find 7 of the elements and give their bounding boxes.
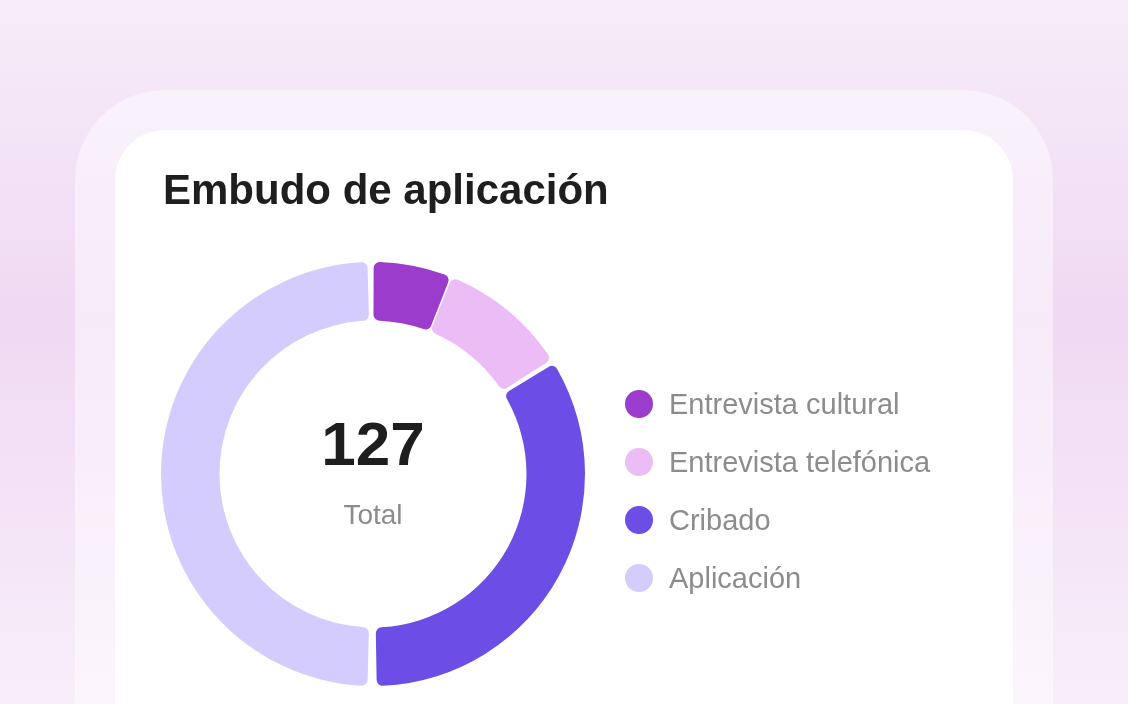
legend-label: Entrevista cultural bbox=[669, 387, 900, 421]
legend-label: Aplicación bbox=[669, 561, 802, 595]
text: 127 bbox=[321, 409, 425, 479]
legend-label: Entrevista telefónica bbox=[669, 445, 931, 479]
legend-label: Cribado bbox=[669, 503, 771, 537]
chart-title: Embudo de aplicación bbox=[163, 166, 609, 214]
text: Total bbox=[343, 498, 403, 530]
